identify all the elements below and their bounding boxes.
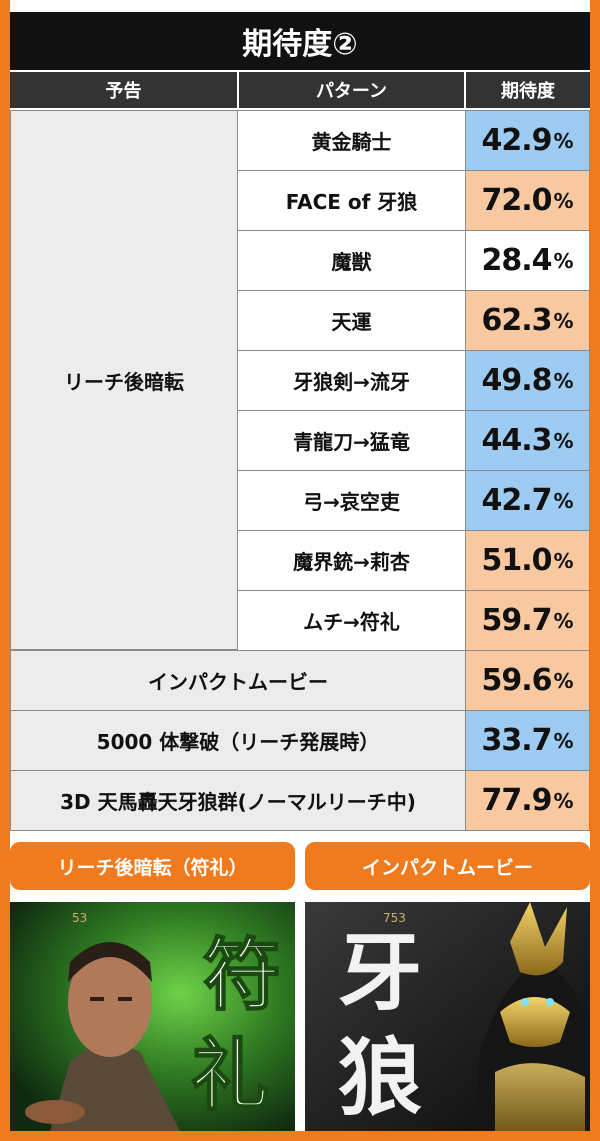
percent-sign: % (553, 788, 574, 813)
value-cell: 42.9% (465, 110, 590, 171)
caption-left-button[interactable]: リーチ後暗転（符礼） (10, 842, 295, 890)
pattern-label: 弓→哀空吏 (303, 490, 400, 514)
pattern-cell: 弓→哀空吏 (237, 470, 466, 531)
value-cell: 59.6% (465, 650, 590, 711)
value-cell: 72.0% (465, 170, 590, 231)
wide-label: 5000 体撃破（リーチ発展時） (96, 730, 380, 754)
percent-sign: % (553, 728, 574, 753)
pattern-cell: 牙狼剣→流牙 (237, 350, 466, 411)
expectation-table-panel: 期待度② 予告 パターン 期待度 リーチ後暗転 黄金騎士 42.9% FACE of… (10, 0, 590, 1131)
pattern-label: 黄金騎士 (311, 130, 392, 154)
screenshot-left-counter: 53 (72, 911, 87, 925)
caption-left-label: リーチ後暗転（符礼） (57, 856, 248, 879)
caption-right-button[interactable]: インパクトムービー (305, 842, 590, 890)
percent-sign: % (553, 368, 574, 393)
screenshot-left-kanji-1: 符 (203, 930, 281, 1021)
wide-label: インパクトムービー (148, 670, 328, 694)
value-number: 49.8 (481, 363, 552, 398)
value-cell: 49.8% (465, 350, 590, 411)
value-cell: 28.4% (465, 230, 590, 291)
pattern-cell: FACE of 牙狼 (237, 170, 466, 231)
value-cell: 42.7% (465, 470, 590, 531)
pattern-cell: 青龍刀→猛竜 (237, 410, 466, 471)
pattern-cell: 魔獣 (237, 230, 466, 291)
value-cell: 77.9% (465, 770, 590, 831)
caption-right-label: インパクトムービー (361, 856, 533, 879)
value-number: 51.0 (481, 543, 552, 578)
page-title: 期待度② (10, 12, 590, 70)
percent-sign: % (553, 308, 574, 333)
pattern-label: ムチ→符礼 (303, 610, 400, 634)
value-cell: 33.7% (465, 710, 590, 771)
value-number: 59.6 (481, 663, 552, 698)
percent-sign: % (553, 128, 574, 153)
screenshot-right-counter: 753 (383, 911, 406, 925)
screenshot-right-kanji-1: 牙 (338, 923, 422, 1022)
group-label: リーチ後暗転 (64, 369, 184, 394)
percent-sign: % (553, 608, 574, 633)
percent-sign: % (553, 548, 574, 573)
percent-sign: % (553, 428, 574, 453)
value-number: 33.7 (481, 723, 552, 758)
value-cell: 62.3% (465, 290, 590, 351)
value-number: 62.3 (481, 303, 552, 338)
pattern-cell: 魔界銃→莉杏 (237, 530, 466, 591)
pattern-label: FACE of 牙狼 (285, 190, 418, 214)
pattern-cell: 黄金騎士 (237, 110, 466, 171)
pattern-label: 魔獣 (331, 250, 372, 274)
screenshot-right-kanji-2: 狼 (338, 1028, 422, 1127)
header-pattern: パターン (239, 72, 464, 108)
value-cell: 51.0% (465, 530, 590, 591)
value-number: 72.0 (481, 183, 552, 218)
pattern-label: 天運 (331, 310, 372, 334)
value-number: 42.7 (481, 483, 552, 518)
percent-sign: % (553, 488, 574, 513)
screenshot-left-image: 53 符 礼 (10, 902, 295, 1131)
pattern-label: 牙狼剣→流牙 (293, 370, 410, 394)
percent-sign: % (553, 668, 574, 693)
wide-label-cell: 3D 天馬轟天牙狼群(ノーマルリーチ中) (10, 770, 466, 831)
pattern-label: 魔界銃→莉杏 (293, 550, 410, 574)
value-number: 28.4 (481, 243, 552, 278)
percent-sign: % (553, 248, 574, 273)
screenshot-right: 753 牙 狼 (305, 902, 590, 1131)
screenshot-right-image: 753 牙 狼 (305, 902, 590, 1131)
header-kitaido: 期待度 (466, 72, 590, 108)
percent-sign: % (553, 188, 574, 213)
header-yokoku: 予告 (10, 72, 237, 108)
wide-label-cell: インパクトムービー (10, 650, 466, 711)
value-number: 77.9 (481, 783, 552, 818)
value-number: 42.9 (481, 123, 552, 158)
wide-label-cell: 5000 体撃破（リーチ発展時） (10, 710, 466, 771)
pattern-label: 青龍刀→猛竜 (293, 430, 410, 454)
group-label-cell: リーチ後暗転 (10, 110, 238, 650)
pattern-cell: 天運 (237, 290, 466, 351)
value-cell: 44.3% (465, 410, 590, 471)
screenshot-left-kanji-2: 礼 (191, 1030, 269, 1121)
screenshot-left: 53 符 礼 (10, 902, 295, 1131)
value-cell: 59.7% (465, 590, 590, 651)
wide-label: 3D 天馬轟天牙狼群(ノーマルリーチ中) (60, 790, 416, 814)
value-number: 59.7 (481, 603, 552, 638)
value-number: 44.3 (481, 423, 552, 458)
pattern-cell: ムチ→符礼 (237, 590, 466, 651)
